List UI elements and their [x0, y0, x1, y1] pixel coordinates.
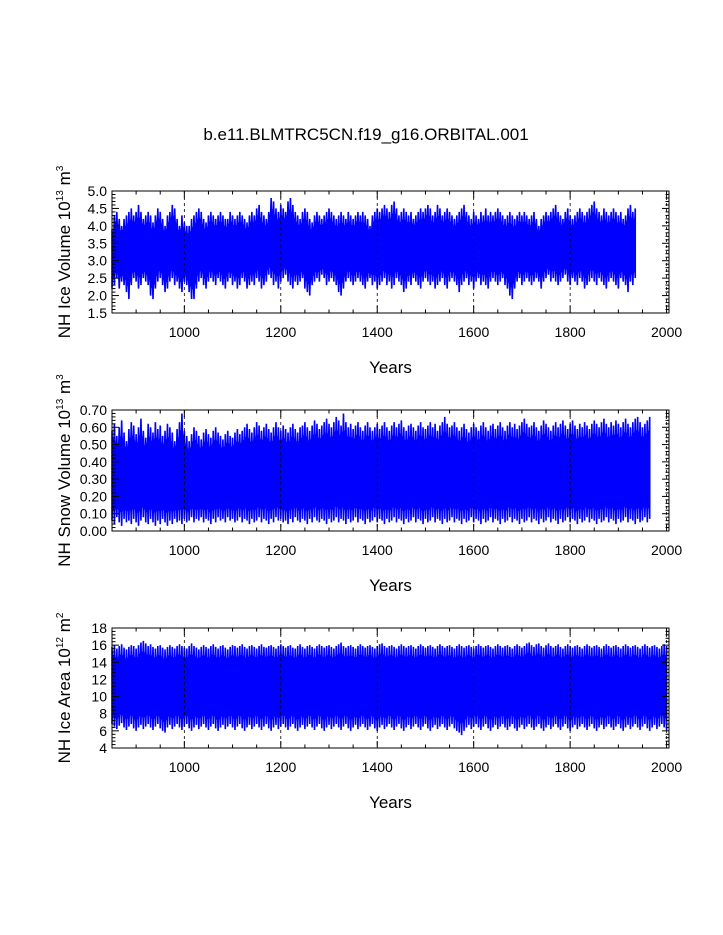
y-tick-label: 4 — [99, 740, 107, 756]
y-axis-title-text: NH Ice Volume 10 — [55, 201, 74, 338]
x-tick-label-1800: 1800 — [555, 542, 586, 558]
y-tick-label: 16 — [91, 637, 107, 653]
y-tick-label: 5.0 — [88, 183, 108, 199]
y-axis-superscript: 13 — [55, 190, 66, 202]
y-axis-superscript: 13 — [55, 398, 66, 410]
y-tick-label: 3.0 — [88, 253, 108, 269]
series-line — [111, 640, 668, 736]
y-tick-label: 0.50 — [80, 437, 107, 453]
y-tick-label: 0.20 — [80, 488, 107, 504]
x-tick-label-2000: 2000 — [651, 324, 682, 340]
x-tick-label-1200: 1200 — [265, 542, 296, 558]
chart-panel-3: 1000 1200 1400 1600 1800 20004681012141618Yea… — [55, 612, 682, 812]
plot-frame — [111, 409, 670, 532]
y-axis-title: NH Ice Volume 1013 m3 — [55, 165, 74, 338]
chart-panel-2: 1000 1200 1400 1600 1800 2000 0.000.10 0.200.30… — [55, 374, 682, 595]
series-line — [111, 413, 651, 526]
y-axis-superscript: 2 — [55, 612, 66, 618]
y-tick-label: 0.40 — [80, 454, 107, 470]
y-axis-title-text: m — [55, 171, 74, 190]
x-tick-label-1600: 1600 — [458, 759, 489, 775]
y-tick-label: 0.60 — [80, 419, 107, 435]
y-tick-label: 12 — [91, 671, 107, 687]
x-tick-label-1200: 1200 — [265, 324, 296, 340]
plot-frame — [111, 190, 670, 314]
x-tick-label-1800: 1800 — [555, 324, 586, 340]
x-tick-label-2000: 2000 — [651, 542, 682, 558]
chart-panel-1: 1000 1200 1400 1600 1800 20001.52.02.53.03.54… — [55, 165, 682, 377]
y-axis-superscript: 3 — [55, 374, 66, 380]
x-tick-label-1400: 1400 — [362, 759, 393, 775]
x-tick-label-1000: 1000 — [169, 542, 200, 558]
figure-title: b.e11.BLMTRC5CN.f19_g16.ORBITAL.001 — [203, 125, 528, 144]
x-axis-title: Years — [369, 576, 412, 595]
y-tick-label: 4.0 — [88, 218, 108, 234]
x-tick-label-1600: 1600 — [458, 542, 489, 558]
x-tick-label-1400: 1400 — [362, 542, 393, 558]
x-tick-label-1600: 1600 — [458, 324, 489, 340]
y-tick-label: 0.70 — [80, 402, 107, 418]
y-axis-title: NH Ice Area 1012 m2 — [55, 612, 74, 763]
y-tick-label: 2.0 — [88, 288, 108, 304]
y-tick-label: 6 — [99, 723, 107, 739]
y-axis-title: NH Snow Volume 1013 m3 — [55, 374, 74, 567]
y-tick-label: 0.00 — [80, 523, 107, 539]
y-tick-label: 0.10 — [80, 506, 107, 522]
y-tick-label: 0.30 — [80, 471, 107, 487]
y-axis-title-text: m — [55, 380, 74, 399]
x-axis-title: Years — [369, 358, 412, 377]
y-tick-label: 10 — [91, 689, 107, 705]
x-tick-label-1000: 1000 — [169, 759, 200, 775]
y-axis-title-text: NH Ice Area 10 — [55, 648, 74, 763]
y-tick-label: 18 — [91, 620, 107, 636]
series-line — [111, 197, 637, 300]
x-axis-title: Years — [369, 793, 412, 812]
y-tick-label: 3.5 — [88, 235, 108, 251]
y-tick-label: 4.5 — [88, 200, 108, 216]
y-tick-label: 1.5 — [88, 305, 108, 321]
x-tick-label-2000: 2000 — [651, 759, 682, 775]
y-axis-superscript: 12 — [55, 637, 66, 649]
y-tick-label: 8 — [99, 706, 107, 722]
y-tick-label: 14 — [91, 654, 107, 670]
x-tick-label-1400: 1400 — [362, 324, 393, 340]
y-axis-title-text: m — [55, 618, 74, 637]
y-tick-label: 2.5 — [88, 270, 108, 286]
x-tick-label-1000: 1000 — [169, 324, 200, 340]
x-tick-label-1200: 1200 — [265, 759, 296, 775]
x-tick-label-1800: 1800 — [555, 759, 586, 775]
y-axis-title-text: NH Snow Volume 10 — [55, 410, 74, 567]
plot-frame — [111, 627, 670, 749]
y-axis-superscript: 3 — [55, 165, 66, 171]
